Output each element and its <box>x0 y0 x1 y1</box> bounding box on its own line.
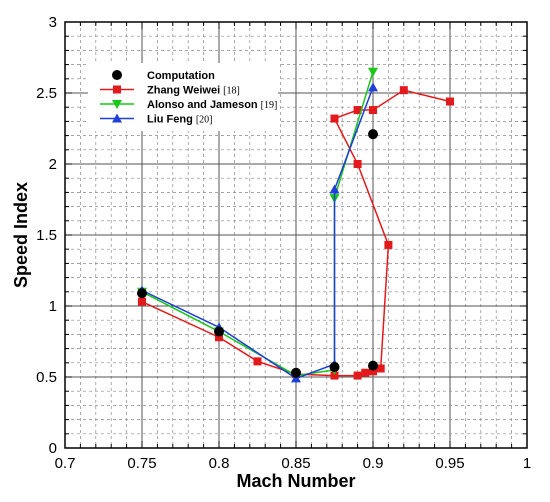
y-tick-label: 0 <box>49 440 57 457</box>
data-point-zhang-weiwei <box>446 97 454 106</box>
y-tick-label: 0.5 <box>36 369 57 386</box>
legend-marker-liu-feng <box>112 113 122 123</box>
x-tick-label: 0.95 <box>435 455 464 472</box>
data-point-computation <box>291 367 301 378</box>
data-point-zhang-weiwei <box>369 106 377 115</box>
series-line-liu-feng <box>141 87 374 380</box>
tick-labels: 0.7 0.75 0.8 0.85 0.9 0.95 1 0 0.5 1 1.5 2 2.5 3 <box>36 14 531 472</box>
data-point-zhang-weiwei <box>369 367 377 376</box>
legend-label-computation: Computation <box>147 70 215 82</box>
data-point-liu-feng <box>368 82 378 92</box>
legend-label-liu-feng: Liu Feng [20] <box>147 114 213 126</box>
y-tick-label: 2 <box>49 156 57 173</box>
series-line-alonso-and-jameson <box>141 71 374 377</box>
data-point-zhang-weiwei <box>399 86 408 95</box>
data-point-zhang-weiwei <box>330 371 339 380</box>
data-point-zhang-weiwei <box>384 240 393 249</box>
y-tick-label: 2.5 <box>36 85 57 102</box>
data-point-alonso-and-jameson <box>368 67 378 77</box>
data-point-liu-feng <box>291 373 301 383</box>
data-point-computation <box>329 362 340 373</box>
x-tick-label: 1 <box>523 455 531 472</box>
data-point-computation <box>368 360 378 371</box>
data-point-zhang-weiwei <box>215 333 223 342</box>
x-tick-label: 0.7 <box>55 455 76 472</box>
data-point-zhang-weiwei <box>330 114 339 123</box>
y-tick-label: 1.5 <box>36 227 57 244</box>
series-layer <box>137 67 454 383</box>
data-point-zhang-weiwei <box>353 371 362 380</box>
y-tick-label: 3 <box>49 14 57 31</box>
data-point-zhang-weiwei <box>353 106 362 115</box>
legend-label-zhang-weiwei: Zhang Weiwei [18] <box>147 85 240 97</box>
y-axis-title: Speed Index <box>11 182 31 288</box>
x-tick-label: 0.9 <box>363 455 384 472</box>
series-computation <box>137 129 378 378</box>
x-axis-title: Mach Number <box>236 471 355 491</box>
data-point-liu-feng <box>329 184 340 194</box>
data-point-zhang-weiwei <box>138 297 146 306</box>
data-point-computation <box>214 326 224 337</box>
ticks <box>64 21 528 449</box>
data-point-zhang-weiwei <box>361 368 370 377</box>
x-tick-label: 0.8 <box>209 455 230 472</box>
x-tick-label: 0.75 <box>127 455 156 472</box>
legend: Computation Zhang Weiwei [18] Alonso and Ja… <box>88 63 278 131</box>
legend-label-alonso-and-jameson: Alonso and Jameson [19] <box>147 99 277 111</box>
y-tick-label: 1 <box>49 298 57 315</box>
data-point-zhang-weiwei <box>253 357 262 366</box>
data-point-computation <box>137 288 147 299</box>
data-point-zhang-weiwei <box>376 364 385 373</box>
legend-marker-alonso-and-jameson <box>112 100 122 109</box>
legend-marker-computation <box>112 70 122 80</box>
data-point-zhang-weiwei <box>353 160 362 168</box>
legend-marker-zhang-weiwei <box>113 85 121 94</box>
data-point-computation <box>368 129 378 140</box>
x-tick-label: 0.85 <box>281 455 310 472</box>
